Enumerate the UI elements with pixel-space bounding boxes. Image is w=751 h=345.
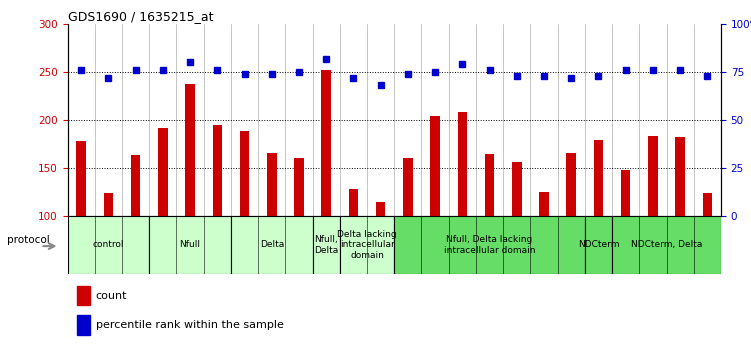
Bar [585,216,612,274]
Text: NDCterm: NDCterm [578,240,620,249]
Text: NDCterm, Delta: NDCterm, Delta [631,240,702,249]
Bar [430,116,440,312]
Bar [240,131,249,312]
Bar [77,141,86,312]
Bar [394,216,585,274]
Text: Nfull: Nfull [179,240,201,249]
Bar [77,286,90,306]
Bar [457,112,467,312]
Bar [539,192,549,312]
Bar [348,189,358,312]
Bar [403,158,412,312]
Bar [594,140,603,312]
Bar [294,158,303,312]
Bar [231,216,312,274]
Bar [675,137,685,312]
Bar [703,193,712,312]
Bar [312,216,339,274]
Bar [566,154,576,312]
Text: control: control [92,240,124,249]
Bar [68,216,149,274]
Bar [648,136,658,312]
Text: Nfull, Delta lacking
intracellular domain: Nfull, Delta lacking intracellular domai… [444,235,535,255]
Text: protocol: protocol [7,235,50,245]
Bar [77,315,90,335]
Bar [131,155,140,312]
Text: Delta: Delta [260,240,284,249]
Text: Nfull,
Delta: Nfull, Delta [314,235,339,255]
Bar [213,125,222,312]
Text: percentile rank within the sample: percentile rank within the sample [95,320,284,330]
Bar [376,202,385,312]
Bar [104,193,113,312]
Bar [267,154,276,312]
Bar [185,83,195,312]
Text: count: count [95,291,127,300]
Bar [339,216,394,274]
Text: Delta lacking
intracellular
domain: Delta lacking intracellular domain [337,230,397,260]
Bar [612,216,721,274]
Bar [485,154,494,312]
Bar [621,170,630,312]
Text: GDS1690 / 1635215_at: GDS1690 / 1635215_at [68,10,213,23]
Bar [158,128,167,312]
Bar [321,70,331,312]
Bar [512,162,521,312]
Bar [149,216,231,274]
